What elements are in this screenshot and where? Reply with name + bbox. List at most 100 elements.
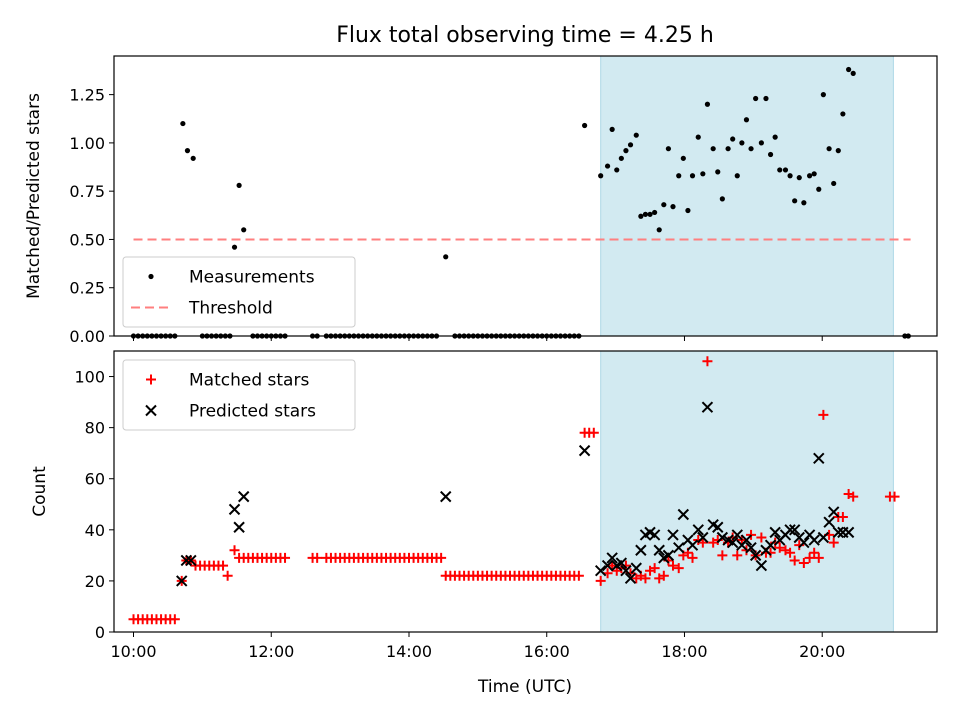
predicted-star-point <box>228 503 241 516</box>
measurement-point <box>725 146 731 152</box>
count-panel-legend: Matched stars Predicted stars <box>122 359 356 431</box>
legend-label: Measurements <box>189 268 315 288</box>
measurement-point <box>826 146 832 152</box>
measurement-point <box>704 101 711 107</box>
matched-star-point <box>789 555 800 566</box>
measurement-point <box>811 171 817 177</box>
measurement-point <box>806 173 813 179</box>
measurement-point <box>782 167 789 173</box>
predicted-star-point <box>712 521 724 533</box>
predicted-star-point <box>716 531 729 544</box>
matched-star-point <box>785 547 796 558</box>
legend-label: Predicted stars <box>189 402 316 422</box>
measurement-point <box>685 207 691 214</box>
matched-star-point <box>837 512 848 523</box>
y-tick-label: 20 <box>85 572 105 591</box>
matched-star-point <box>595 575 606 586</box>
measurement-point <box>652 209 658 216</box>
shaded-interval <box>600 350 894 633</box>
matched-star-point <box>222 570 233 581</box>
measurement-point <box>796 175 802 181</box>
matched-star-point <box>804 552 815 563</box>
matched-star-point <box>818 409 829 420</box>
predicted-star-point <box>823 516 835 528</box>
count-panel-y-ticks: 0 20 40 60 80 100 <box>74 368 114 642</box>
measurement-point <box>846 66 852 73</box>
y-tick-label: 0.00 <box>69 327 105 346</box>
measurement-point <box>670 204 676 210</box>
measurement-point <box>743 117 750 123</box>
measurement-point <box>231 244 238 250</box>
matched-star-point <box>218 560 229 571</box>
measurement-point <box>598 173 604 179</box>
measurement-point <box>792 198 798 204</box>
measurement-point <box>777 167 783 173</box>
observing-window-shade <box>600 55 894 337</box>
measurement-point <box>763 95 769 102</box>
ratio-panel-y-ticks: 0.00 0.25 0.50 0.75 1.00 1.25 <box>69 86 114 346</box>
matched-star-point <box>889 491 900 502</box>
measurement-point <box>695 134 701 140</box>
y-tick-label: 0.75 <box>69 182 105 201</box>
ratio-panel-legend: Measurements Threshold <box>122 256 356 328</box>
measurement-point <box>604 163 611 169</box>
predicted-star-point <box>673 541 685 554</box>
measurement-point <box>820 92 826 98</box>
count-panel-y-axis-label: Count <box>30 466 50 517</box>
matched-star-point <box>798 558 809 569</box>
predicted-star-point <box>686 539 699 551</box>
predicted-star-point <box>731 529 743 541</box>
predicted-star-point <box>648 529 661 541</box>
x-tick-label: 14:00 <box>386 642 432 661</box>
measurement-point <box>627 142 634 148</box>
predicted-star-point <box>692 524 704 536</box>
measurement-point <box>710 146 716 152</box>
y-tick-label: 40 <box>85 521 105 540</box>
x-tick-label: 10:00 <box>110 642 156 661</box>
y-tick-label: 0.25 <box>69 279 105 298</box>
matched-star-point <box>658 570 669 581</box>
measurement-point <box>835 148 841 154</box>
matched-star-point <box>673 563 684 574</box>
predicted-star-point <box>817 531 830 544</box>
ratio-panel: 0.00 0.25 0.50 0.75 1.00 1.25 Matched/Predict… <box>24 55 938 346</box>
predicted-star-point <box>176 575 188 587</box>
measurement-point <box>241 227 247 233</box>
measurement-point <box>642 211 649 217</box>
measurement-point <box>748 146 754 152</box>
predicted-star-point <box>635 544 647 556</box>
measurement-point <box>758 140 764 146</box>
measurement-point <box>719 196 725 202</box>
matched-star-point <box>667 560 678 571</box>
matched-star-point <box>717 550 728 561</box>
measurement-point <box>715 169 721 175</box>
measurement-point <box>840 111 846 117</box>
ratio-panel-y-axis-label: Matched/Predicted stars <box>24 93 44 299</box>
x-tick-label: 12:00 <box>248 642 294 661</box>
predicted-star-point <box>745 541 757 554</box>
matched-star-point <box>312 552 323 563</box>
y-tick-label: 0 <box>95 623 105 642</box>
measurement-point <box>236 182 242 188</box>
predicted-star-point <box>677 508 690 521</box>
predicted-star-point <box>606 552 618 564</box>
predicted-star-point <box>755 559 768 572</box>
chart-title: Flux total observing time = 4.25 h <box>336 23 714 48</box>
matched-star-point <box>640 573 651 584</box>
matched-star-point <box>732 550 743 561</box>
predicted-star-point <box>701 401 714 413</box>
measurement-point <box>700 171 706 177</box>
measurement-point <box>680 155 686 161</box>
predicted-star-point <box>726 536 739 549</box>
y-tick-label: 1.25 <box>69 86 105 105</box>
predicted-star-point <box>764 539 777 551</box>
predicted-star-point <box>185 554 197 567</box>
predicted-star-point <box>630 562 642 574</box>
matched-star-point <box>774 542 785 553</box>
measurement-point <box>656 227 662 233</box>
x-tick-label: 20:00 <box>799 642 845 661</box>
predicted-star-point <box>808 534 820 546</box>
matched-star-point <box>280 552 291 563</box>
matched-star-point <box>702 356 713 367</box>
